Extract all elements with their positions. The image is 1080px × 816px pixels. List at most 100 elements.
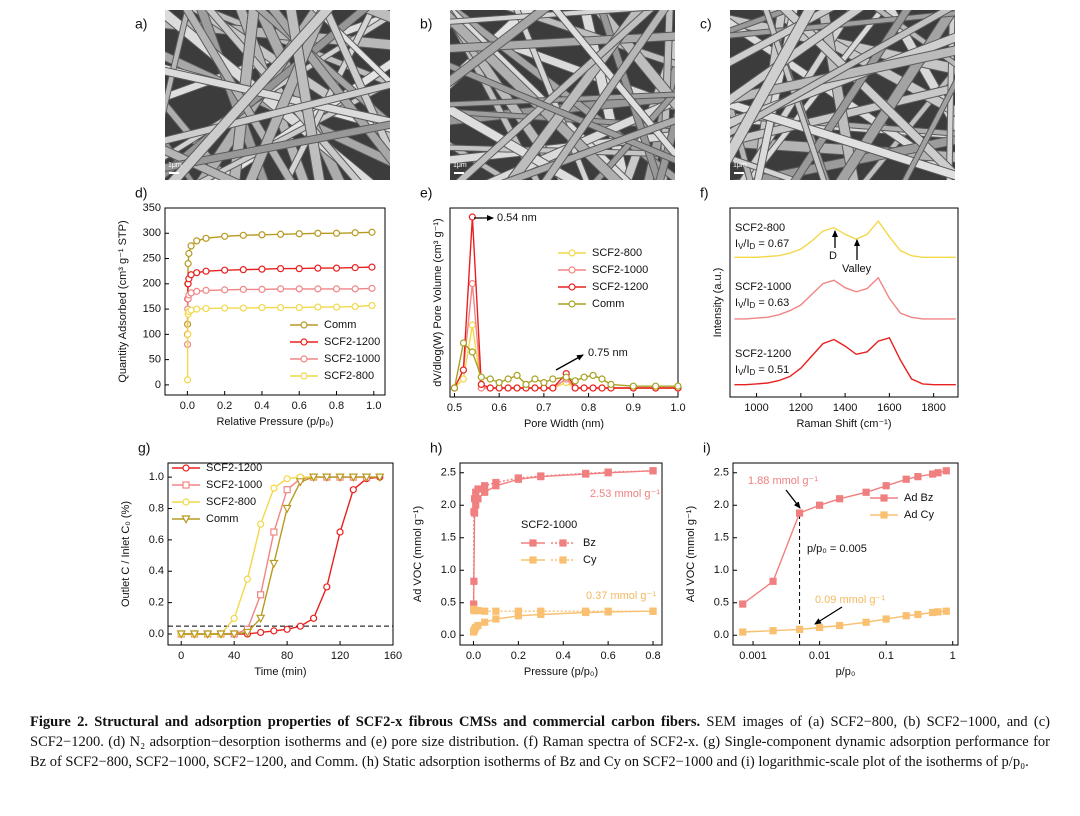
plot-frame	[729, 207, 959, 398]
marker	[513, 371, 521, 379]
marker	[882, 482, 890, 490]
marker	[295, 230, 303, 238]
fiber	[205, 10, 361, 180]
ratio-part: D	[750, 368, 756, 377]
marker	[239, 304, 247, 312]
marker	[862, 618, 870, 626]
marker	[481, 618, 489, 626]
series-label: SCF2-800	[735, 222, 785, 234]
panel-label: c)	[700, 16, 712, 32]
marker	[295, 285, 303, 293]
fiber	[730, 46, 955, 104]
marker	[184, 330, 192, 338]
ratio-part: V	[738, 301, 744, 310]
legend-label: Ad Cy	[904, 509, 934, 521]
marker	[582, 469, 590, 477]
x-tick-label: 0.6	[492, 402, 507, 414]
marker	[604, 607, 612, 615]
marker	[332, 229, 341, 237]
annotation: 2.53 mmol g⁻¹	[590, 488, 660, 500]
x-tick-label: 0.6	[292, 400, 307, 412]
y-axis-label: Outlet C / Inlet C₀ (%)	[120, 501, 132, 607]
marker	[258, 231, 266, 239]
legend-label: Comm	[592, 298, 624, 310]
marker	[258, 265, 266, 273]
legend-marker	[568, 266, 576, 274]
x-tick-label: 1.0	[366, 400, 381, 412]
legend-title: SCF2-1000	[521, 519, 577, 531]
x-tick-label: 1400	[833, 402, 857, 414]
marker	[239, 285, 247, 293]
panel-label: h)	[430, 440, 442, 456]
legend-label: SCF2-1200	[592, 281, 648, 293]
marker	[368, 301, 376, 310]
marker	[351, 302, 359, 311]
legend-marker	[300, 338, 308, 346]
fiber	[836, 10, 955, 180]
fiber	[450, 10, 569, 180]
series-label: SCF2-1200	[735, 348, 791, 360]
legend-label: Comm	[206, 513, 238, 525]
marker	[193, 305, 201, 313]
caption: Figure 2. Structural and adsorption prop…	[30, 712, 1050, 772]
y-tick-label: 0.0	[441, 629, 456, 641]
panel-label: d)	[135, 185, 147, 201]
legend-marker	[300, 372, 308, 380]
legend-label: SCF2-1000	[592, 264, 648, 276]
marker	[481, 482, 489, 490]
marker	[193, 237, 201, 245]
fiber	[450, 10, 550, 87]
annotation: 1.88 mmol g⁻¹	[748, 475, 818, 487]
x-tick-label: 160	[384, 650, 402, 662]
marker	[183, 376, 192, 384]
fiber	[598, 10, 662, 180]
legend-marker	[880, 494, 888, 502]
marker	[221, 232, 229, 240]
marker	[468, 321, 476, 329]
fiber	[284, 10, 375, 180]
marker	[202, 267, 210, 275]
marker	[282, 504, 292, 514]
marker	[256, 614, 266, 624]
marker	[229, 630, 239, 639]
marker	[674, 382, 682, 390]
marker	[257, 628, 265, 637]
marker	[934, 608, 942, 616]
fiber	[165, 12, 390, 101]
marker	[629, 382, 637, 390]
marker	[459, 375, 468, 383]
marker	[322, 473, 332, 482]
y-tick-label: 1.0	[149, 471, 164, 483]
panel-label: a)	[135, 16, 147, 32]
fiber	[269, 10, 390, 164]
marker	[598, 375, 606, 383]
x-tick-label: 0.9	[626, 402, 641, 414]
scale-bar-label: 1μm	[453, 162, 467, 169]
legend-marker	[182, 481, 190, 489]
fiber	[450, 12, 623, 180]
ratio-part: V	[738, 242, 744, 251]
marker	[914, 473, 922, 481]
marker	[361, 473, 372, 482]
series-line	[181, 476, 380, 635]
marker	[474, 606, 482, 615]
x-tick-label: 0.0	[180, 400, 195, 412]
marker	[239, 266, 247, 274]
marker	[296, 622, 304, 630]
marker	[862, 488, 870, 496]
series-line	[734, 336, 956, 386]
marker	[295, 265, 303, 273]
fiber	[183, 10, 295, 180]
fiber	[730, 113, 955, 136]
y-tick-label: 1.0	[714, 564, 729, 576]
fiber	[730, 84, 955, 145]
marker	[351, 229, 359, 237]
ratio-part: = 0.63	[755, 297, 789, 309]
fiber	[197, 10, 268, 180]
marker	[477, 380, 485, 388]
x-tick-label: 1200	[789, 402, 813, 414]
marker	[276, 303, 285, 312]
marker	[836, 495, 844, 503]
x-axis-label: Pore Width (nm)	[524, 418, 604, 430]
panel-label: e)	[420, 185, 432, 201]
